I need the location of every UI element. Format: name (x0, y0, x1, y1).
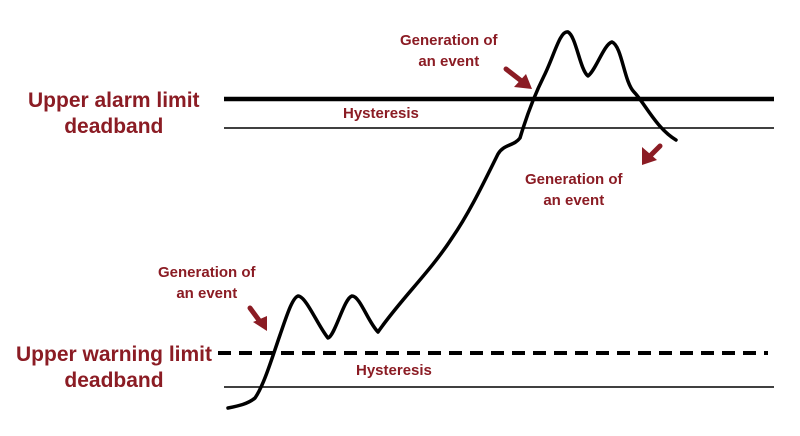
upper-alarm-limit-line2: deadband (64, 115, 164, 138)
upper-alarm-limit-line1: Upper alarm limit (28, 89, 200, 112)
upper-alarm-limit-label: Upper alarm limit deadband (28, 88, 200, 140)
event-label-top: Generation of an event (400, 30, 498, 72)
event-label-top-line2: an event (418, 53, 480, 70)
event-label-bottom-line1: Generation of (158, 264, 256, 281)
event-arrow-top (503, 66, 532, 89)
hysteresis-alarm-label: Hysteresis (343, 105, 419, 122)
upper-warning-limit-label: Upper warning limit deadband (16, 342, 212, 394)
signal-curve (226, 30, 678, 410)
event-label-right-line2: an event (543, 192, 605, 209)
event-arrow-right (642, 143, 663, 165)
event-label-top-line1: Generation of (400, 32, 498, 49)
hysteresis-warning-label: Hysteresis (356, 362, 432, 379)
event-arrow-bottom (247, 305, 267, 331)
upper-warning-limit-line1: Upper warning limit (16, 343, 213, 366)
upper-warning-limit-line2: deadband (64, 369, 164, 392)
event-label-bottom-line2: an event (176, 285, 238, 302)
event-label-right-line1: Generation of (525, 171, 623, 188)
event-label-bottom: Generation of an event (158, 262, 256, 304)
event-label-right: Generation of an event (525, 169, 623, 211)
